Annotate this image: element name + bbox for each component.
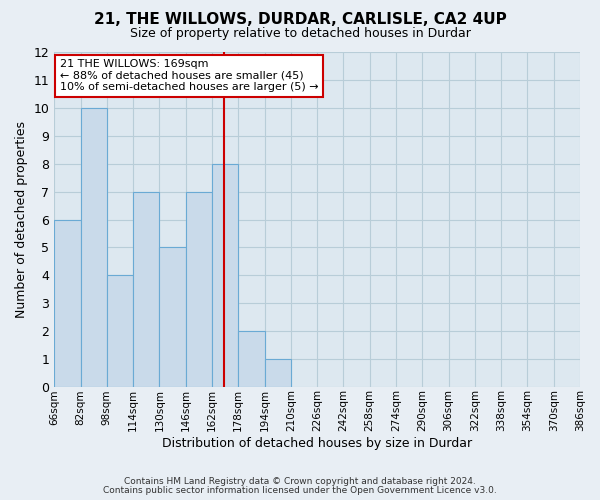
Bar [238,331,265,386]
Text: Contains public sector information licensed under the Open Government Licence v3: Contains public sector information licen… [103,486,497,495]
Bar [186,192,212,386]
Text: Size of property relative to detached houses in Durdar: Size of property relative to detached ho… [130,28,470,40]
Text: Contains HM Land Registry data © Crown copyright and database right 2024.: Contains HM Land Registry data © Crown c… [124,478,476,486]
Text: 21 THE WILLOWS: 169sqm
← 88% of detached houses are smaller (45)
10% of semi-det: 21 THE WILLOWS: 169sqm ← 88% of detached… [59,59,318,92]
Bar [133,192,160,386]
Text: 21, THE WILLOWS, DURDAR, CARLISLE, CA2 4UP: 21, THE WILLOWS, DURDAR, CARLISLE, CA2 4… [94,12,506,28]
Bar [54,220,80,386]
X-axis label: Distribution of detached houses by size in Durdar: Distribution of detached houses by size … [162,437,472,450]
Bar [107,275,133,386]
Bar [212,164,238,386]
Y-axis label: Number of detached properties: Number of detached properties [15,121,28,318]
Bar [265,358,291,386]
Bar [160,248,186,386]
Bar [80,108,107,386]
